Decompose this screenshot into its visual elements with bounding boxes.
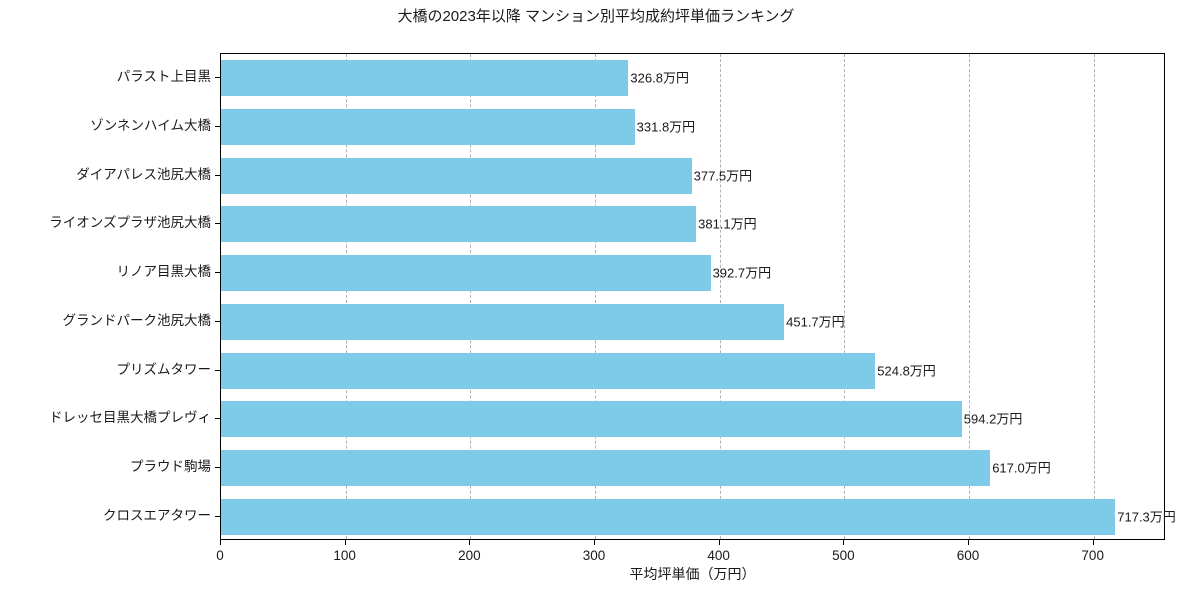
- bar-row: 381.1万円: [221, 206, 1166, 243]
- y-tick-label: プリズムタワー: [116, 361, 212, 377]
- bar[interactable]: [221, 303, 785, 340]
- y-tick-label: ライオンズプラザ池尻大橋: [49, 215, 211, 231]
- bar-value-label: 524.8万円: [877, 363, 936, 379]
- y-tick-label: パラスト上目黒: [116, 69, 211, 85]
- y-tick-label: クロスエアタワー: [103, 507, 211, 523]
- y-tick-mark: [215, 369, 220, 371]
- x-tick-label: 0: [216, 548, 224, 563]
- gridline-x-600: [969, 54, 971, 539]
- bar-value-label: 326.8万円: [630, 70, 689, 86]
- y-tick-mark: [215, 272, 220, 274]
- gridline-x-500: [844, 54, 846, 539]
- bar-value-label: 331.8万円: [636, 119, 696, 135]
- x-tick-label: 400: [707, 548, 730, 563]
- plot-area: 326.8万円 331.8万円 377.5万円 381.1万円 392.7万円 451.7…: [220, 53, 1176, 540]
- y-tick-label: リノア目黒大橋: [116, 264, 212, 280]
- bar-value-label: 381.1万円: [698, 216, 757, 232]
- bar-row: 326.8万円: [221, 60, 1166, 97]
- bar[interactable]: [221, 401, 962, 438]
- bar-value-label: 392.7万円: [712, 265, 772, 281]
- y-tick-label: ドレッセ目黒大橋プレヴィ: [49, 410, 211, 426]
- x-tick-mark: [469, 540, 471, 545]
- gridline-x-300: [595, 54, 596, 539]
- bar-value-label: 617.0万円: [992, 460, 1051, 476]
- bar-value-label: 377.5万円: [693, 168, 753, 184]
- bar[interactable]: [221, 206, 697, 243]
- y-tick-mark: [215, 223, 220, 225]
- bar-row: 377.5万円: [221, 157, 1166, 194]
- y-tick-mark: [215, 320, 220, 322]
- x-tick-label: 600: [956, 548, 980, 563]
- y-tick-label: ゾンネンハイム大橋: [90, 118, 211, 134]
- bar[interactable]: [221, 449, 991, 486]
- x-tick-mark: [968, 540, 970, 545]
- x-tick-mark: [220, 540, 221, 545]
- bar-row: 524.8万円: [221, 352, 1166, 389]
- bar-row: 594.2万円: [221, 401, 1166, 438]
- y-tick-mark: [215, 515, 220, 517]
- y-tick-mark: [215, 466, 220, 468]
- gridline-x-700: [1093, 54, 1095, 539]
- y-tick-label: プラウド駒場: [130, 458, 211, 474]
- plot-inner: 326.8万円 331.8万円 377.5万円 381.1万円 392.7万円 451.7…: [221, 54, 1176, 539]
- x-tick-label: 700: [1081, 548, 1104, 563]
- bar-row: 617.0万円: [221, 449, 1166, 486]
- y-tick-mark: [215, 126, 220, 128]
- y-tick-mark: [215, 418, 220, 420]
- bar-row: 717.3万円: [221, 498, 1176, 535]
- bar[interactable]: [221, 109, 635, 146]
- x-axis-title: 平均坪単価（万円）: [629, 566, 756, 582]
- x-tick-label: 300: [582, 548, 606, 563]
- gridline-x-100: [345, 54, 347, 539]
- bar[interactable]: [221, 157, 692, 194]
- y-tick-mark: [215, 77, 220, 79]
- x-tick-label: 100: [333, 548, 356, 563]
- bar[interactable]: [221, 60, 629, 97]
- x-tick-mark: [344, 540, 346, 545]
- bar-value-label: 451.7万円: [786, 314, 845, 330]
- x-tick-mark: [594, 540, 595, 545]
- bar-value-label: 717.3万円: [1117, 509, 1176, 525]
- y-tick-label: グランドパーク池尻大橋: [62, 312, 212, 328]
- bar-row: 451.7万円: [221, 303, 1166, 340]
- x-tick-mark: [1092, 540, 1094, 545]
- bar-row: 392.7万円: [221, 255, 1166, 292]
- x-tick-label: 500: [832, 548, 855, 563]
- gridline-x-400: [719, 54, 721, 539]
- bar-row: 331.8万円: [221, 109, 1166, 146]
- bar[interactable]: [221, 352, 876, 389]
- x-tick-label: 200: [458, 548, 481, 563]
- chart-title: 大橋の2023年以降 マンション別平均成約坪単価ランキング: [397, 8, 795, 25]
- bar[interactable]: [221, 255, 711, 292]
- y-tick-label: ダイアパレス池尻大橋: [76, 166, 211, 182]
- gridline-x-200: [470, 54, 472, 539]
- bar[interactable]: [221, 498, 1116, 535]
- y-tick-mark: [215, 174, 220, 176]
- bar-value-label: 594.2万円: [963, 411, 1023, 427]
- x-tick-mark: [843, 540, 845, 545]
- x-tick-mark: [718, 540, 720, 545]
